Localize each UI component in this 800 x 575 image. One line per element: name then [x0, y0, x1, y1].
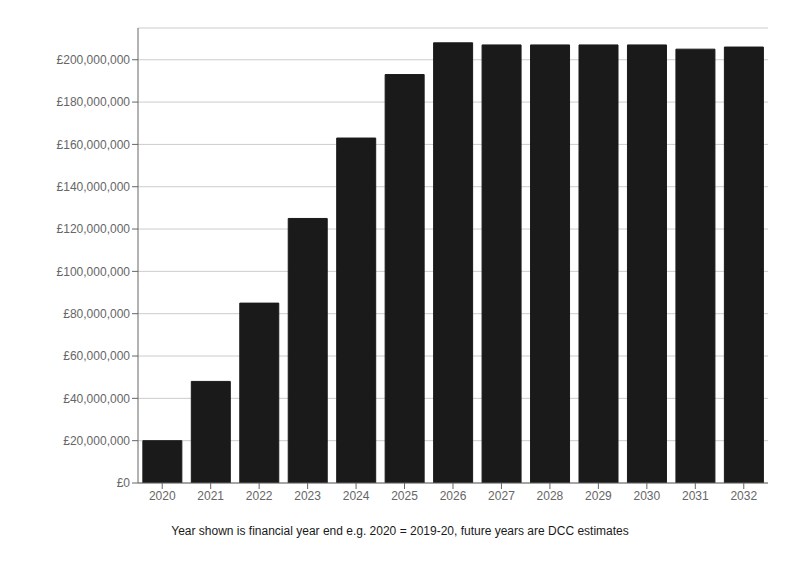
svg-text:£100,000,000: £100,000,000 — [57, 265, 131, 279]
svg-text:£0: £0 — [117, 476, 131, 490]
svg-text:2025: 2025 — [391, 489, 418, 503]
svg-text:2022: 2022 — [246, 489, 273, 503]
svg-text:2028: 2028 — [537, 489, 564, 503]
svg-text:£140,000,000: £140,000,000 — [57, 180, 131, 194]
svg-text:2029: 2029 — [585, 489, 612, 503]
svg-text:2024: 2024 — [343, 489, 370, 503]
svg-text:£160,000,000: £160,000,000 — [57, 138, 131, 152]
svg-text:2026: 2026 — [440, 489, 467, 503]
html-text:Year shown is financial year e: Year shown is financial year end e.g. 20… — [171, 524, 629, 538]
svg-text:£80,000,000: £80,000,000 — [63, 307, 130, 321]
svg-text:2020: 2020 — [149, 489, 176, 503]
svg-text:£20,000,000: £20,000,000 — [63, 434, 130, 448]
svg-text:£180,000,000: £180,000,000 — [57, 95, 131, 109]
svg-text:2027: 2027 — [488, 489, 515, 503]
svg-text:£200,000,000: £200,000,000 — [57, 53, 131, 67]
svg-text:2021: 2021 — [197, 489, 224, 503]
svg-text:2030: 2030 — [633, 489, 660, 503]
svg-text:2023: 2023 — [294, 489, 321, 503]
svg-text:£60,000,000: £60,000,000 — [63, 349, 130, 363]
svg-text:2032: 2032 — [730, 489, 757, 503]
svg-text:£120,000,000: £120,000,000 — [57, 222, 131, 236]
svg-text:2031: 2031 — [682, 489, 709, 503]
svg-text:£40,000,000: £40,000,000 — [63, 392, 130, 406]
